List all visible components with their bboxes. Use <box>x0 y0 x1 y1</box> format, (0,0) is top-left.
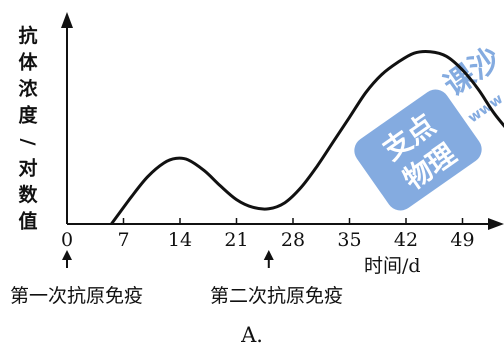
event-arrow-head <box>62 250 72 260</box>
x-tick-label: 49 <box>450 229 474 251</box>
x-axis-arrow <box>488 218 504 230</box>
x-tick-label: 28 <box>281 229 305 251</box>
x-tick-label: 0 <box>61 229 73 251</box>
x-tick-label: 35 <box>337 229 361 251</box>
event-annotations: 第一次抗原免疫 第二次抗原免疫 <box>10 250 343 307</box>
y-axis-label-char: 浓 <box>18 78 38 100</box>
y-axis-label-char: 值 <box>18 210 37 233</box>
event-label: 第一次抗原免疫 <box>10 285 143 307</box>
y-axis-label-char: 数 <box>18 183 38 206</box>
x-tick-label: 21 <box>224 229 248 251</box>
event-arrow-head <box>263 250 274 260</box>
y-axis-label-char: 对 <box>18 157 37 180</box>
figure-caption: A. <box>240 323 263 347</box>
y-axis-label-char: / <box>17 139 39 146</box>
y-axis-label-char: 度 <box>18 104 38 127</box>
event-label: 第二次抗原免疫 <box>210 285 343 307</box>
x-tick-label: 42 <box>394 229 418 251</box>
x-tick-label: 14 <box>168 229 192 251</box>
y-axis-arrow <box>61 12 73 28</box>
x-ticks: 0714212835424956 <box>61 218 475 251</box>
y-axis-label-char: 体 <box>18 51 38 74</box>
watermark: 支点 物理 课沙 www <box>354 41 504 211</box>
x-axis-label: 时间/d <box>364 255 421 277</box>
y-axis-label-char: 抗 <box>18 24 37 47</box>
x-tick-label: 7 <box>117 229 129 251</box>
antibody-curve <box>110 49 504 225</box>
